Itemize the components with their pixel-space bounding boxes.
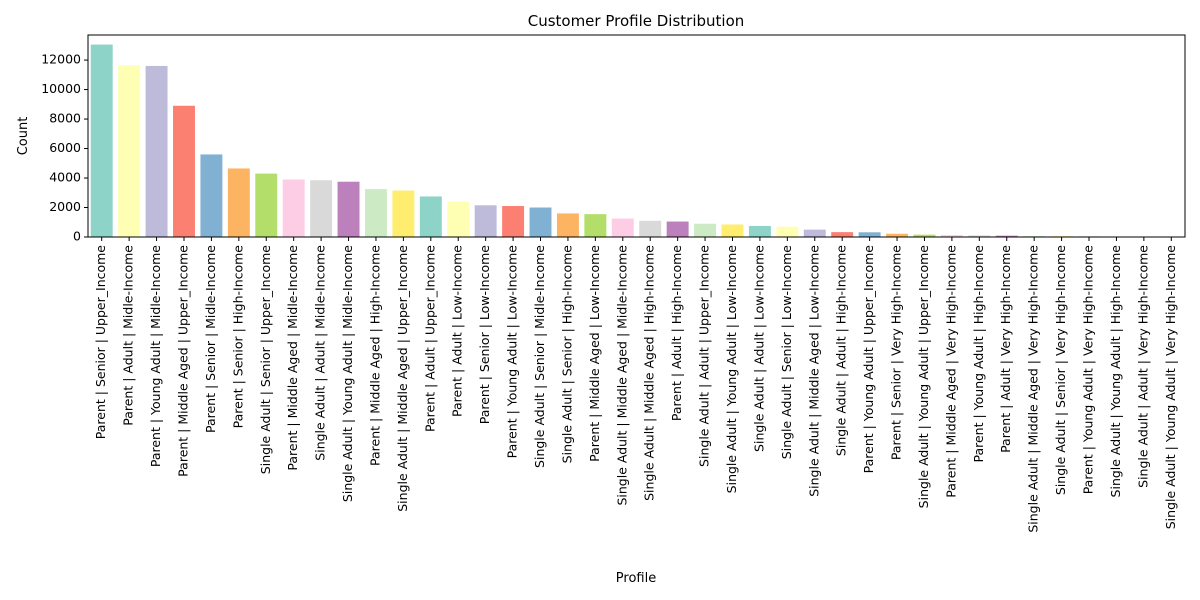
bar — [666, 221, 689, 237]
bar — [529, 207, 552, 237]
bar — [721, 224, 744, 237]
y-tick-label: 12000 — [41, 52, 81, 67]
x-axis-label: Profile — [616, 571, 656, 586]
x-tick-label: Single Adult | Middle Aged | Midle-Incom… — [614, 245, 629, 506]
x-tick-label: Parent | Adult | High-Income — [669, 245, 684, 421]
x-tick-label: Single Adult | Middle Aged | High-Income — [642, 245, 657, 501]
bar — [556, 213, 579, 237]
x-tick-label: Parent | Adult | Very High-Income — [998, 245, 1013, 453]
x-tick-label: Parent | Middle Aged | High-Income — [367, 245, 382, 466]
bar — [831, 232, 854, 237]
bar — [776, 226, 799, 237]
x-tick-label: Parent | Young Adult | High-Income — [971, 245, 986, 463]
x-tick-label: Single Adult | Young Adult | Upper_Incom… — [916, 245, 931, 509]
x-tick-label: Single Adult | Adult | High-Income — [834, 245, 849, 456]
y-axis-label: Count — [16, 117, 31, 156]
bar — [90, 44, 113, 237]
x-tick-label: Parent | Middle Aged | Upper_Income — [175, 245, 190, 477]
bar — [337, 181, 360, 237]
bars-group — [90, 44, 1183, 238]
bar — [639, 220, 662, 237]
x-tick-label: Single Adult | Middle Aged | Low-Income — [806, 245, 821, 497]
plot-frame — [87, 34, 1186, 238]
bar — [748, 225, 771, 237]
bar — [474, 205, 497, 237]
bar — [255, 173, 278, 237]
x-tick-label: Single Adult | Young Adult | High-Income — [1108, 245, 1123, 498]
bar — [282, 179, 305, 237]
bar — [310, 180, 333, 237]
x-tick-label: Single Adult | Senior | Low-Income — [779, 245, 794, 460]
bar — [419, 196, 442, 237]
y-tick-label: 6000 — [49, 140, 81, 155]
bar — [447, 201, 470, 237]
x-tick-label: Single Adult | Adult | Low-Income — [751, 245, 766, 452]
x-tick-label: Single Adult | Adult | Upper_Income — [697, 245, 712, 467]
x-tick-label: Single Adult | Adult | Very High-Income — [1135, 245, 1150, 488]
x-tick-label: Single Adult | Middle Aged | Very High-I… — [1026, 245, 1041, 533]
x-tick-label: Parent | Young Adult | Very High-Income — [1081, 245, 1096, 495]
x-tick-label: Parent | Adult | Upper_Income — [422, 245, 437, 432]
x-tick-label: Parent | Middle Aged | Low-Income — [587, 245, 602, 462]
bar — [227, 168, 250, 237]
bar — [145, 65, 168, 238]
bar — [392, 190, 415, 237]
bar — [968, 235, 991, 237]
x-tick-label: Parent | Adult | Midle-Income — [121, 245, 136, 426]
x-tick-label: Parent | Senior | Upper_Income — [93, 245, 108, 440]
x-tick-label: Parent | Senior | Very High-Income — [889, 245, 904, 460]
bar — [118, 65, 141, 237]
bar — [611, 218, 634, 237]
x-tick-label: Single Adult | Senior | Midle-Income — [532, 245, 547, 468]
x-tick-label: Single Adult | Young Adult | Very High-I… — [1163, 245, 1178, 530]
bar — [803, 229, 826, 237]
x-tick-label: Parent | Young Adult | Midle-Income — [148, 245, 163, 467]
x-tick-label: Single Adult | Middle Aged | Upper_Incom… — [395, 245, 410, 512]
x-tick-label: Single Adult | Senior | Very High-Income — [1053, 245, 1068, 495]
x-tick-label: Single Adult | Senior | Upper_Income — [258, 245, 273, 474]
x-tick-label: Parent | Senior | Low-Income — [477, 245, 492, 425]
chart-title: Customer Profile Distribution — [528, 12, 745, 30]
x-tick-label: Single Adult | Young Adult | Midle-Incom… — [340, 245, 355, 502]
bar — [364, 189, 387, 237]
y-tick-label: 8000 — [49, 111, 81, 126]
y-tick-label: 2000 — [49, 199, 81, 214]
x-tick-label: Parent | Senior | Midle-Income — [203, 245, 218, 433]
bar — [858, 232, 881, 237]
bar — [913, 234, 936, 237]
y-tick-label: 10000 — [41, 81, 81, 96]
x-tick-label: Parent | Adult | Low-Income — [450, 245, 465, 417]
bar — [502, 206, 525, 237]
bar — [694, 223, 717, 237]
y-tick-label: 0 — [73, 229, 81, 244]
bar — [173, 105, 195, 238]
x-tick-label: Single Adult | Senior | High-Income — [559, 245, 574, 464]
y-axis: 0 2000 4000 6000 8000 10000 12000 — [41, 52, 88, 244]
bar — [584, 214, 607, 237]
x-tick-label: Parent | Young Adult | Upper_Income — [861, 245, 876, 474]
x-tick-label: Parent | Middle Aged | Midle-Income — [285, 245, 300, 471]
bar — [886, 233, 909, 237]
x-tick-label: Single Adult | Young Adult | Low-Income — [724, 245, 739, 494]
bar — [200, 154, 223, 237]
x-tick-label: Parent | Middle Aged | Very High-Income — [943, 245, 958, 498]
bar — [995, 235, 1018, 237]
x-tick-label: Parent | Young Adult | Low-Income — [505, 245, 520, 459]
bar — [940, 235, 963, 237]
y-tick-label: 4000 — [49, 170, 81, 185]
x-axis: Parent | Senior | Upper_Income Parent | A… — [93, 237, 1178, 533]
x-tick-label: Single Adult | Adult | Midle-Income — [313, 245, 328, 461]
x-tick-label: Parent | Senior | High-Income — [230, 245, 245, 429]
